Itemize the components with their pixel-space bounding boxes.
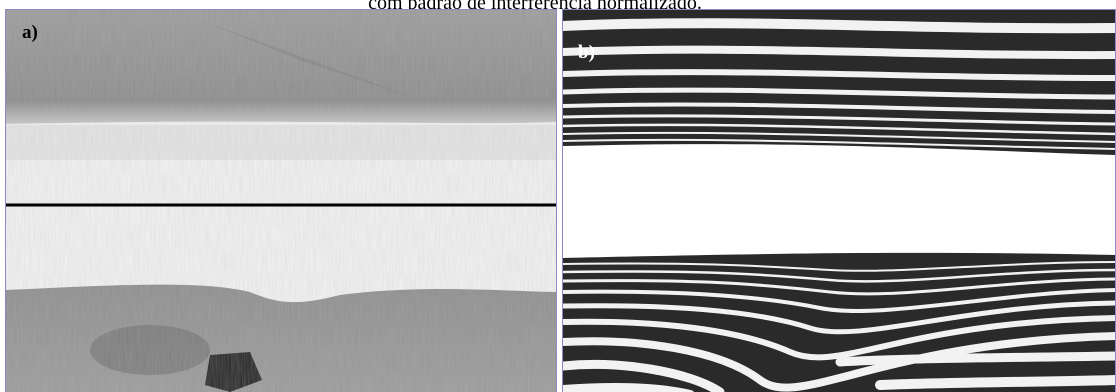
panel-label: b) [578, 42, 595, 63]
figure: com padrão de interferência normalizado.… [0, 0, 1116, 392]
panel-label: a) [22, 22, 38, 43]
panel-a-image [6, 10, 556, 392]
panel-b-image [563, 10, 1116, 392]
